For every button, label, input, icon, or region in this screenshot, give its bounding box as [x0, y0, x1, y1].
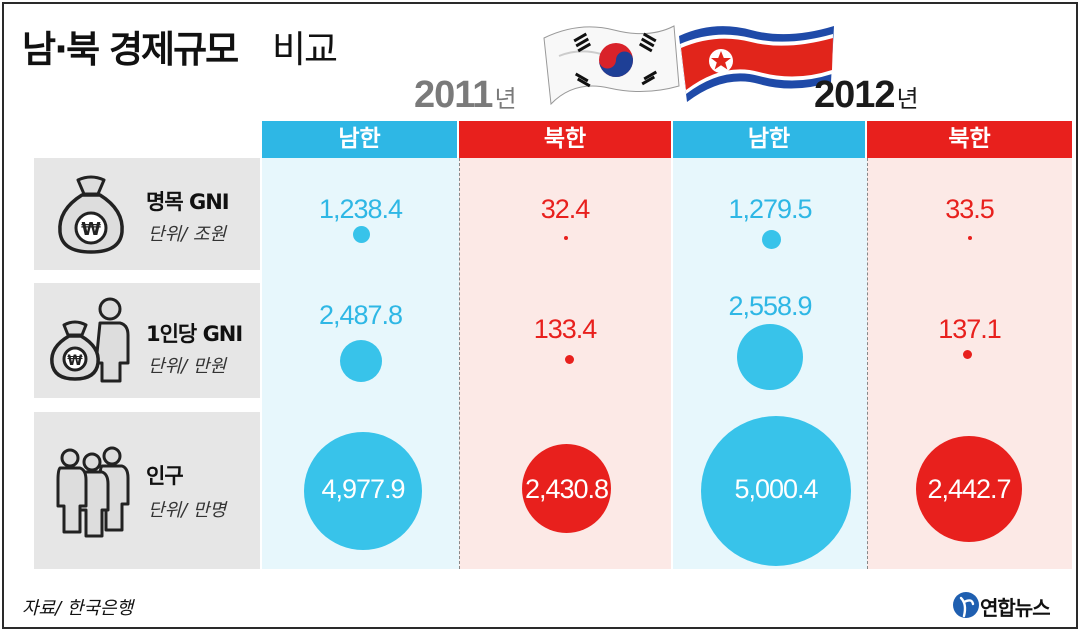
year-2011-number: 2011 — [414, 74, 493, 116]
divider-2012 — [867, 158, 868, 569]
col-header-north-2012: 북한 — [867, 121, 1072, 158]
value-label: 5,000.4 — [734, 474, 818, 504]
title-suffix: 비교 — [272, 28, 338, 71]
svg-text:₩: ₩ — [81, 219, 101, 240]
value-label: 2,487.8 — [318, 300, 403, 330]
row-label-population: 인구 단위/ 만명 — [34, 412, 260, 569]
bubble-mark — [522, 444, 611, 533]
bubble-mark — [304, 432, 422, 550]
north-korea-flag-icon — [679, 26, 834, 102]
divider-2011 — [459, 158, 460, 569]
bubble-mark — [353, 226, 370, 243]
yonhap-logo-icon — [953, 592, 979, 618]
value-label: 4,977.9 — [321, 474, 405, 504]
bubble-mark — [564, 236, 568, 240]
year-2012: 2012년 — [814, 74, 919, 117]
value-label: 2,430.8 — [524, 474, 609, 504]
row-label-per-capita-gni: ₩ 1인당 GNI 단위/ 만원 — [34, 283, 260, 398]
source-note: 자료/ 한국은행 — [22, 598, 134, 619]
bubble-mark — [701, 416, 851, 566]
bubble-mark — [737, 324, 803, 390]
bubble-mark — [340, 340, 382, 382]
col-header-south-2012: 남한 — [673, 121, 865, 158]
person-money-bag-icon: ₩ — [50, 297, 130, 383]
bubble-mark — [916, 436, 1022, 542]
row-label-nominal-gni: ₩ 명목 GNI 단위/ 조원 — [34, 158, 260, 270]
col-header-north-2011: 북한 — [459, 121, 671, 158]
year-2011-unit: 년 — [494, 86, 516, 113]
row-unit-population: 단위/ 만명 — [148, 500, 227, 521]
people-icon — [56, 446, 130, 538]
bubble-mark — [963, 350, 972, 359]
year-2012-unit: 년 — [896, 86, 919, 113]
flags-illustration — [543, 25, 834, 106]
value-label: 2,442.7 — [927, 474, 1011, 504]
row-name-nominal-gni: 명목 GNI — [146, 190, 230, 214]
title-main: 남·북 경제규모 — [22, 28, 239, 71]
south-korea-flag-icon — [543, 25, 680, 106]
logo-text: 연합뉴스 — [980, 596, 1051, 620]
row-unit-nominal-gni: 단위/ 조원 — [148, 224, 227, 245]
year-2011: 2011년 — [414, 74, 517, 117]
bubble-mark — [565, 355, 574, 364]
row-name-population: 인구 — [146, 464, 184, 488]
value-label: 1,279.5 — [728, 194, 812, 224]
bubble-mark — [762, 230, 781, 249]
value-label: 2,558.9 — [728, 291, 812, 321]
value-label: 32.4 — [540, 194, 591, 224]
value-label: 137.1 — [938, 314, 1002, 344]
money-bag-icon: ₩ — [58, 175, 124, 254]
svg-text:₩: ₩ — [67, 353, 83, 369]
value-label: 1,238.4 — [318, 194, 403, 224]
col-header-south-2011: 남한 — [262, 121, 457, 158]
year-2012-number: 2012 — [814, 74, 896, 116]
value-label: 133.4 — [533, 314, 598, 344]
row-name-per-capita-gni: 1인당 GNI — [146, 322, 243, 346]
value-label: 33.5 — [945, 194, 995, 224]
bubble-mark — [968, 236, 972, 240]
row-unit-per-capita-gni: 단위/ 만원 — [148, 356, 227, 377]
